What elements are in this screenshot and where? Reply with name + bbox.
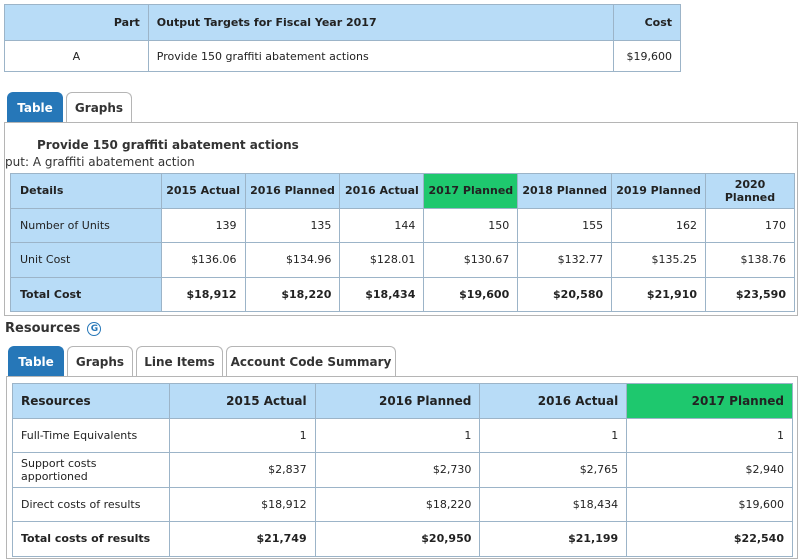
measure-header: 2020 Planned bbox=[705, 173, 795, 209]
table-row: Support costs apportioned $2,837 $2,730 … bbox=[12, 452, 793, 488]
table-cell: $18,434 bbox=[479, 486, 628, 522]
total-row: Total costs of results $21,749 $20,950 $… bbox=[12, 521, 793, 557]
table-cell: $21,749 bbox=[168, 521, 316, 557]
table-cell: $135.25 bbox=[611, 242, 707, 278]
table-cell: $138.76 bbox=[705, 242, 795, 278]
table-cell: 150 bbox=[423, 207, 519, 243]
table-cell: 135 bbox=[244, 207, 341, 243]
total-row: Total Cost $18,912 $18,220 $18,434 $19,6… bbox=[10, 276, 795, 312]
table-cell: 155 bbox=[517, 207, 613, 243]
table-cell: $18,912 bbox=[160, 276, 246, 312]
tab-resources-graphs[interactable]: Graphs bbox=[67, 346, 133, 376]
resources-panel: Resources 2015 Actual 2016 Planned 2016 … bbox=[6, 376, 798, 559]
resources-title: Resources bbox=[5, 321, 81, 336]
measure-subtitle: :put: A graffiti abatement action bbox=[4, 155, 195, 169]
resources-header: 2015 Actual bbox=[168, 383, 316, 419]
table-cell: $22,540 bbox=[626, 521, 793, 557]
table-cell: $20,950 bbox=[314, 521, 481, 557]
table-cell: $19,600 bbox=[626, 486, 793, 522]
tab-line-items[interactable]: Line Items bbox=[136, 346, 223, 376]
resources-header: Resources bbox=[12, 383, 170, 419]
table-row: Unit Cost $136.06 $134.96 $128.01 $130.6… bbox=[10, 242, 795, 278]
measure-header-row: Details 2015 Actual 2016 Planned 2016 Ac… bbox=[10, 173, 795, 209]
cost-header: Cost bbox=[612, 4, 682, 41]
table-cell: $18,220 bbox=[244, 276, 341, 312]
table-cell: $21,910 bbox=[611, 276, 707, 312]
table-cell: $2,730 bbox=[314, 452, 481, 488]
resources-heading: Resources G bbox=[5, 321, 102, 336]
row-label: Total Cost bbox=[10, 276, 162, 312]
resources-header-row: Resources 2015 Actual 2016 Planned 2016 … bbox=[12, 383, 793, 419]
tab-resources-table[interactable]: Table bbox=[8, 346, 64, 376]
measure-panel: Provide 150 graffiti abatement actions :… bbox=[4, 122, 798, 316]
table-row: Full-Time Equivalents 1 1 1 1 bbox=[12, 417, 793, 453]
table-cell: $2,940 bbox=[626, 452, 793, 488]
table-cell: 170 bbox=[705, 207, 795, 243]
tab-graphs[interactable]: Graphs bbox=[66, 92, 132, 122]
measure-header: 2019 Planned bbox=[611, 173, 707, 209]
cost-cell: $19,600 bbox=[612, 40, 682, 72]
table-cell: $23,590 bbox=[705, 276, 795, 312]
measure-header: 2018 Planned bbox=[517, 173, 613, 209]
table-row: Direct costs of results $18,912 $18,220 … bbox=[12, 486, 793, 522]
table-cell: $130.67 bbox=[423, 242, 519, 278]
table-cell: $136.06 bbox=[160, 242, 246, 278]
table-cell: $2,765 bbox=[479, 452, 628, 488]
table-row: Number of Units 139 135 144 150 155 162 … bbox=[10, 207, 795, 243]
row-label: Unit Cost bbox=[10, 242, 162, 278]
table-cell: 139 bbox=[160, 207, 246, 243]
table-cell: $2,837 bbox=[168, 452, 316, 488]
tab-table[interactable]: Table bbox=[7, 92, 63, 122]
output-targets-table: Part Output Targets for Fiscal Year 2017… bbox=[4, 4, 682, 72]
table-cell: $20,580 bbox=[517, 276, 613, 312]
table-cell: 1 bbox=[314, 417, 481, 453]
table-cell: $128.01 bbox=[339, 242, 425, 278]
target-cell: Provide 150 graffiti abatement actions bbox=[147, 40, 614, 72]
row-label: Full-Time Equivalents bbox=[12, 417, 170, 453]
measure-header: Details bbox=[10, 173, 162, 209]
resources-header: 2016 Planned bbox=[314, 383, 481, 419]
table-cell: $18,434 bbox=[339, 276, 425, 312]
tab-account-code-summary[interactable]: Account Code Summary bbox=[226, 346, 396, 376]
help-icon[interactable]: G bbox=[87, 321, 102, 336]
table-cell: $18,220 bbox=[314, 486, 481, 522]
measure-header: 2016 Planned bbox=[244, 173, 341, 209]
targets-header: Output Targets for Fiscal Year 2017 bbox=[147, 4, 614, 41]
part-header: Part bbox=[4, 4, 149, 41]
table-cell: 1 bbox=[626, 417, 793, 453]
measure-header-highlight: 2017 Planned bbox=[423, 173, 519, 209]
measure-title: Provide 150 graffiti abatement actions bbox=[37, 138, 299, 152]
table-cell: $19,600 bbox=[423, 276, 519, 312]
measure-table: Details 2015 Actual 2016 Planned 2016 Ac… bbox=[10, 173, 795, 312]
table-cell: 162 bbox=[611, 207, 707, 243]
row-label: Number of Units bbox=[10, 207, 162, 243]
table-cell: 1 bbox=[479, 417, 628, 453]
table-cell: 1 bbox=[168, 417, 316, 453]
row-label: Direct costs of results bbox=[12, 486, 170, 522]
row-label: Support costs apportioned bbox=[12, 452, 170, 488]
resources-table: Resources 2015 Actual 2016 Planned 2016 … bbox=[12, 383, 793, 557]
table-cell: $18,912 bbox=[168, 486, 316, 522]
part-cell: A bbox=[4, 40, 149, 72]
table-cell: 144 bbox=[339, 207, 425, 243]
resources-header-highlight: 2017 Planned bbox=[626, 383, 793, 419]
resources-header: 2016 Actual bbox=[479, 383, 628, 419]
measure-header: 2016 Actual bbox=[339, 173, 425, 209]
table-cell: $134.96 bbox=[244, 242, 341, 278]
row-label: Total costs of results bbox=[12, 521, 170, 557]
table-cell: $21,199 bbox=[479, 521, 628, 557]
measure-header: 2015 Actual bbox=[160, 173, 246, 209]
table-cell: $132.77 bbox=[517, 242, 613, 278]
